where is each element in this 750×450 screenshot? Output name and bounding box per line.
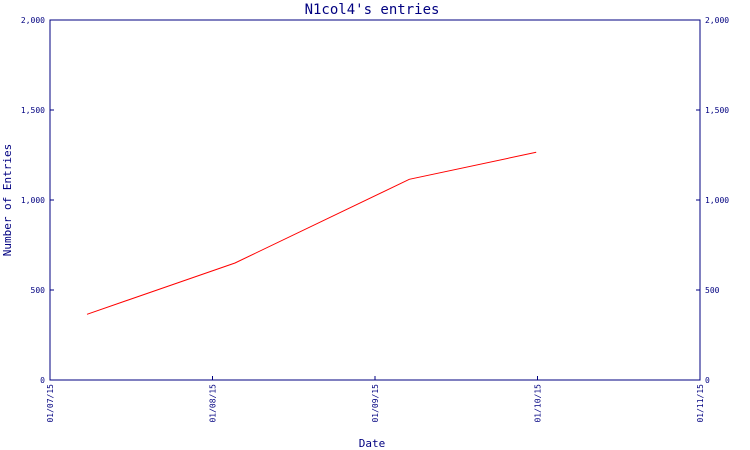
y-tick-label-right: 1,500: [705, 106, 729, 115]
chart-title: N1col4's entries: [305, 2, 440, 18]
y-tick-label-right: 0: [705, 376, 710, 385]
y-tick-label-left: 500: [31, 286, 46, 295]
x-axis-label: Date: [359, 437, 386, 450]
x-tick-label: 01/07/15: [46, 384, 55, 423]
y-tick-label-right: 1,000: [705, 196, 729, 205]
plot-frame: [49, 19, 701, 381]
series-line: [86, 151, 537, 315]
x-tick-label: 01/09/15: [371, 384, 380, 423]
y-tick-label-left: 2,000: [21, 16, 45, 25]
y-tick-label-right: 2,000: [705, 16, 729, 25]
y-tick-label-right: 500: [705, 286, 720, 295]
x-tick-label: 01/10/15: [534, 384, 543, 423]
x-tick-label: 01/11/15: [696, 384, 705, 423]
y-axis-label: Number of Entries: [1, 144, 14, 257]
x-tick-label: 01/08/15: [209, 384, 218, 423]
y-tick-label-left: 1,500: [21, 106, 45, 115]
y-tick-label-left: 0: [40, 376, 45, 385]
y-tick-label-left: 1,000: [21, 196, 45, 205]
